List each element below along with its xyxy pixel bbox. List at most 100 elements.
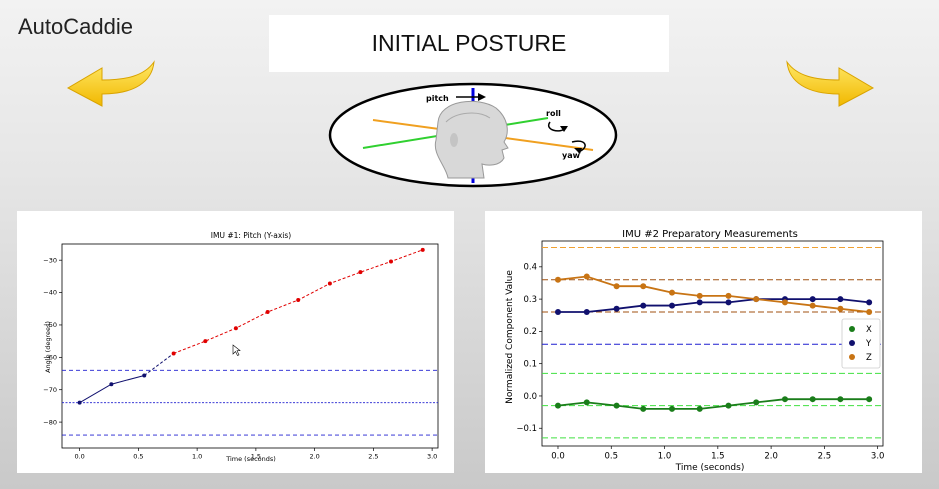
x-tick-label: 0.5 xyxy=(133,453,143,461)
y-tick-label: −70 xyxy=(43,386,57,394)
y-tick-label: −80 xyxy=(43,418,57,426)
series-y-point xyxy=(613,305,620,312)
series-x-point xyxy=(613,402,620,409)
series-z-point xyxy=(696,292,703,299)
legend-label-y: Y xyxy=(865,339,872,349)
y-tick-label: −30 xyxy=(43,256,57,264)
x-tick-label: 1.0 xyxy=(658,452,672,462)
baseline-point xyxy=(142,373,147,378)
series-x-point xyxy=(640,405,647,412)
chart1-ylabel: Angle (degrees) xyxy=(44,321,52,373)
y-tick-label: 0.4 xyxy=(523,263,537,273)
legend-marker-x xyxy=(849,326,855,332)
series-y-line xyxy=(557,298,870,313)
series-y-point xyxy=(696,299,703,306)
yaw-label: yaw xyxy=(562,151,581,160)
series-z-point xyxy=(753,296,760,303)
connector-line xyxy=(143,353,174,376)
series-x-point xyxy=(753,399,760,406)
pitch-point xyxy=(265,310,270,314)
baseline-series-line xyxy=(79,374,145,404)
head-posture-diagram: pitch roll yaw xyxy=(328,82,618,188)
chart2-ylabel: Normalized Component Value xyxy=(505,270,515,404)
mouse-cursor-icon xyxy=(232,344,241,356)
legend-label-x: X xyxy=(866,325,872,335)
series-x-point xyxy=(583,399,590,406)
chart1-plot-frame xyxy=(61,243,439,449)
y-tick-label: −40 xyxy=(43,289,57,297)
series-z-point xyxy=(640,283,647,290)
x-tick-label: 1.5 xyxy=(251,453,261,461)
series-x-point xyxy=(725,402,732,409)
x-tick-label: 0.0 xyxy=(74,453,84,461)
series-x-point xyxy=(554,402,561,409)
pitch-point xyxy=(389,259,393,264)
series-y-point xyxy=(554,309,561,316)
imu2-chart-panel: IMU #2 Preparatory Measurements Time (se… xyxy=(485,211,922,473)
series-x-point xyxy=(809,396,816,403)
page-title: INITIAL POSTURE xyxy=(371,30,567,56)
series-z-point xyxy=(669,289,676,296)
series-x-point xyxy=(696,405,703,412)
pitch-point xyxy=(358,270,363,275)
chart2-title: IMU #2 Preparatory Measurements xyxy=(622,229,798,240)
pitch-point xyxy=(171,351,176,356)
legend-marker-z xyxy=(849,354,855,360)
page-title-panel: INITIAL POSTURE xyxy=(269,15,669,72)
x-tick-label: 3.0 xyxy=(871,452,885,462)
series-y-point xyxy=(809,296,816,303)
y-tick-label: 0.1 xyxy=(523,360,537,370)
y-tick-label: −50 xyxy=(43,321,57,329)
roll-label: roll xyxy=(546,109,561,118)
x-tick-label: 1.0 xyxy=(192,453,202,461)
x-tick-label: 0.5 xyxy=(605,452,619,462)
forward-arrow-icon[interactable] xyxy=(782,58,877,118)
series-z-point xyxy=(554,276,561,283)
legend-box xyxy=(841,318,881,369)
series-z-point xyxy=(583,273,590,280)
pitch-point xyxy=(296,298,301,303)
chart1-title: IMU #1: Pitch (Y-axis) xyxy=(211,231,292,240)
y-tick-label: −0.1 xyxy=(516,424,537,434)
series-z-point xyxy=(725,292,732,299)
app-title: AutoCaddie xyxy=(18,14,133,39)
series-z-point xyxy=(809,302,816,309)
series-z-line xyxy=(557,275,870,313)
series-y-point xyxy=(669,302,676,309)
series-z-point xyxy=(837,305,844,312)
series-x-point xyxy=(781,396,788,403)
chart1-xlabel: Time (seconds) xyxy=(225,455,276,463)
pitch-point xyxy=(420,247,425,252)
x-tick-label: 1.5 xyxy=(711,452,725,462)
pitch-point xyxy=(203,339,208,344)
pitch-point xyxy=(233,326,238,331)
series-x-point xyxy=(669,405,676,412)
back-arrow-icon[interactable] xyxy=(64,58,159,118)
series-y-point xyxy=(583,309,590,316)
baseline-point xyxy=(109,382,114,387)
series-x-point xyxy=(866,396,873,403)
head-model-icon xyxy=(434,100,509,179)
legend-marker-y xyxy=(849,340,855,346)
y-tick-label: 0.2 xyxy=(523,327,537,337)
x-tick-label: 2.0 xyxy=(309,453,319,461)
imu2-chart: IMU #2 Preparatory Measurements Time (se… xyxy=(505,229,885,473)
pitch-label: pitch xyxy=(426,94,449,103)
series-z-point xyxy=(781,299,788,306)
pitch-chart: IMU #1: Pitch (Y-axis) Time (seconds) An… xyxy=(43,231,439,463)
series-x-point xyxy=(837,396,844,403)
series-z-point xyxy=(866,309,873,316)
x-tick-label: 0.0 xyxy=(551,452,565,462)
x-tick-label: 2.0 xyxy=(764,452,778,462)
y-tick-label: −60 xyxy=(43,354,57,362)
x-tick-label: 3.0 xyxy=(427,453,437,461)
pitch-point xyxy=(327,281,332,286)
x-tick-label: 2.5 xyxy=(368,453,378,461)
legend-label-z: Z xyxy=(866,353,872,363)
chart2-xlabel: Time (seconds) xyxy=(675,463,745,473)
y-tick-label: 0.3 xyxy=(523,295,537,305)
x-tick-label: 2.5 xyxy=(818,452,832,462)
series-x-line xyxy=(557,398,870,410)
series-y-point xyxy=(837,296,844,303)
series-z-point xyxy=(613,283,620,290)
